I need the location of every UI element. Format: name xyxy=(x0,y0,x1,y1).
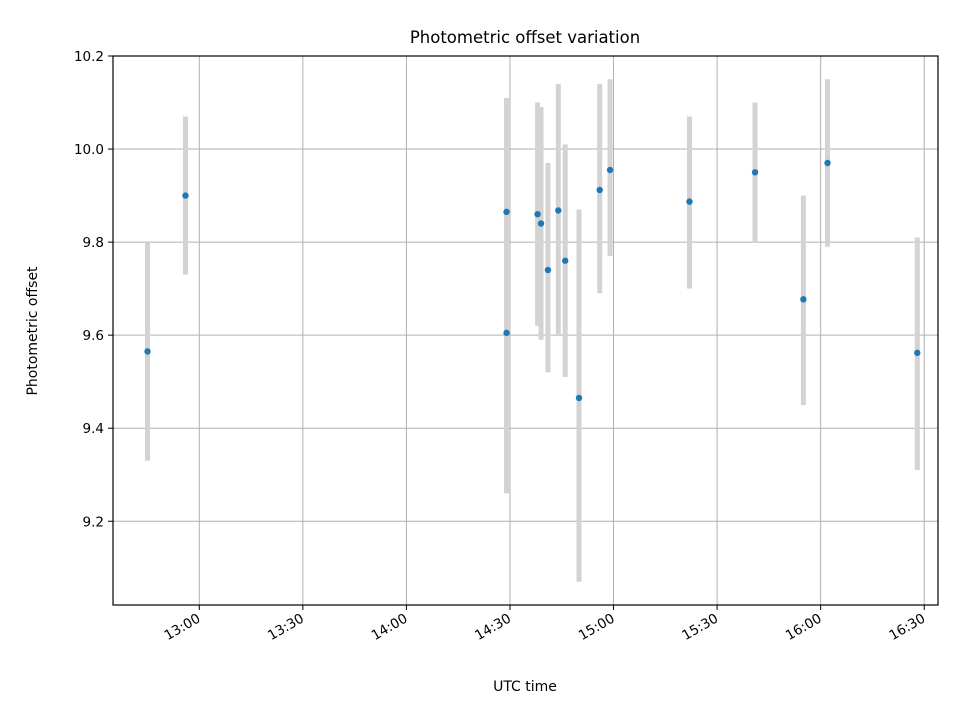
data-point xyxy=(800,296,807,303)
data-point xyxy=(914,349,921,357)
y-tick-label: 9.4 xyxy=(83,421,104,437)
data-point xyxy=(503,329,510,337)
data-point xyxy=(686,198,693,205)
data-point xyxy=(555,207,562,214)
data-point xyxy=(544,266,552,274)
y-tick-label: 10.2 xyxy=(74,49,104,65)
data-point xyxy=(751,169,759,176)
y-tick-label: 9.2 xyxy=(83,514,104,530)
data-point xyxy=(606,166,614,174)
y-tick-label: 9.8 xyxy=(83,235,104,251)
chart-title: Photometric offset variation xyxy=(410,28,640,47)
data-point xyxy=(575,394,583,402)
y-axis-label: Photometric offset xyxy=(25,266,41,396)
y-tick-label: 10.0 xyxy=(74,142,104,158)
data-point xyxy=(537,220,545,227)
x-axis-label: UTC time xyxy=(493,679,557,695)
plot-area-frame xyxy=(112,55,939,606)
data-point xyxy=(596,186,603,194)
data-points xyxy=(144,159,921,402)
data-point xyxy=(144,348,151,355)
data-point xyxy=(824,159,831,167)
data-point xyxy=(561,257,569,264)
data-point xyxy=(534,210,541,218)
y-axis-ticks: 9.2 9.4 9.6 9.8 10.0 10.2 xyxy=(74,49,113,530)
data-point xyxy=(182,192,189,199)
y-tick-label: 9.6 xyxy=(83,328,104,344)
data-point xyxy=(503,208,510,216)
